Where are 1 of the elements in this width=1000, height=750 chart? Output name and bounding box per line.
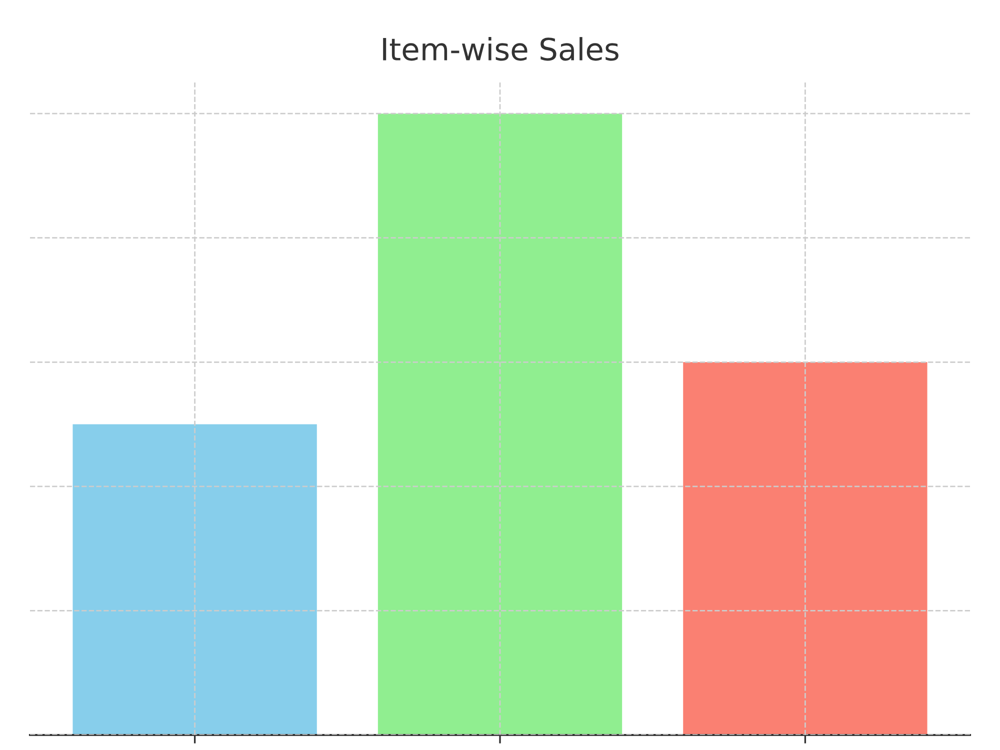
chart-title: Item-wise Sales [383, 37, 618, 61]
